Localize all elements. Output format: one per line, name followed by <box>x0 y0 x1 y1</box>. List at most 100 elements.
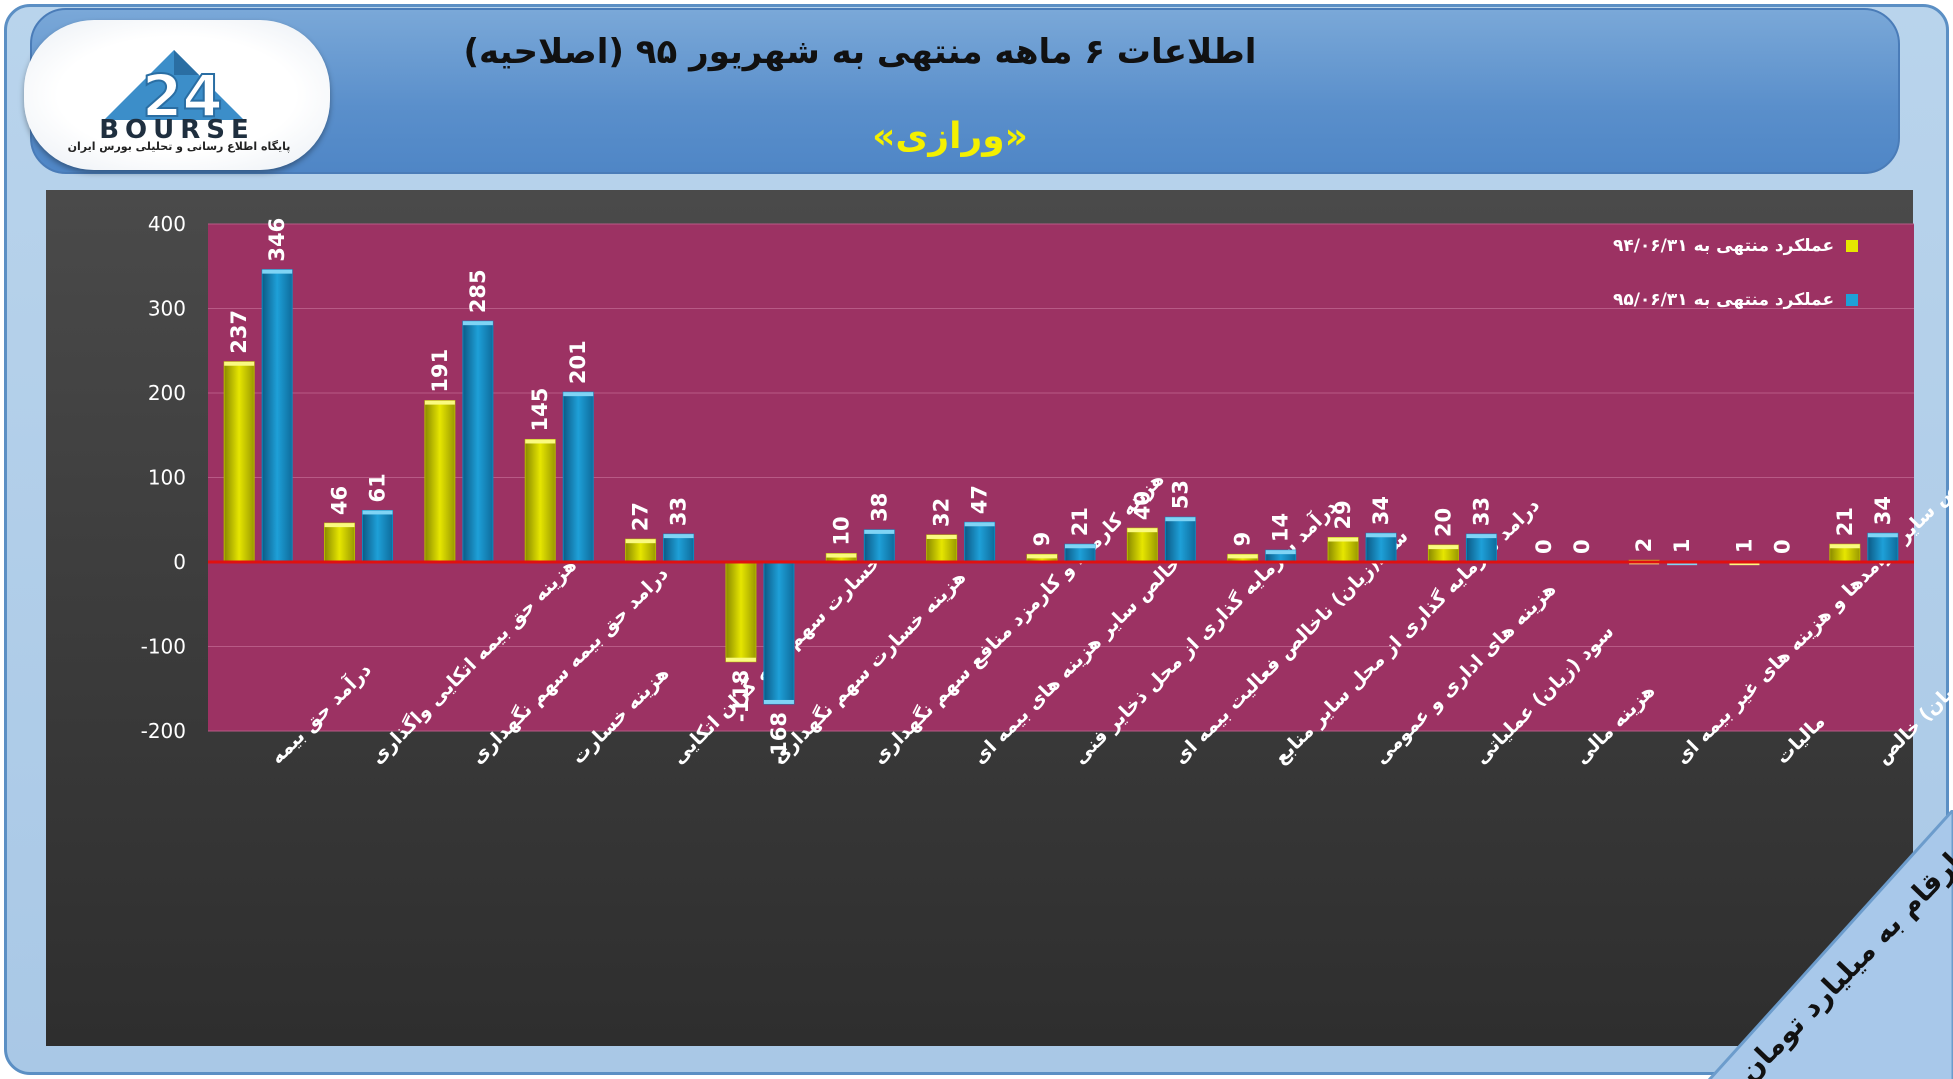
y-tick-label: 0 <box>173 550 186 574</box>
legend-swatch-2 <box>1846 294 1858 306</box>
bar <box>1126 527 1158 563</box>
bar <box>926 534 958 563</box>
bar-cap <box>424 400 455 405</box>
data-label: 1 <box>1670 539 1694 554</box>
legend-label-1: عملکرد منتهی به ۹۴/۰۶/۳۱ <box>1612 236 1835 256</box>
bar <box>1867 532 1899 563</box>
bar-cap <box>525 439 556 444</box>
data-label: 32 <box>930 498 954 527</box>
bar <box>1164 516 1196 563</box>
logo-brand: BOURSE <box>99 115 255 145</box>
bar-cap <box>1366 533 1397 538</box>
bar-cap <box>1127 528 1158 533</box>
data-label: 9 <box>1231 532 1255 547</box>
legend-item-2: عملکرد منتهی به ۹۵/۰۶/۳۱ <box>1498 290 1858 344</box>
data-label: 47 <box>968 485 992 514</box>
data-label: 201 <box>566 340 590 384</box>
data-label: 10 <box>829 516 853 545</box>
data-label: 21 <box>1068 507 1092 536</box>
page-title: اطلاعات ۶ ماهه منتهی به شهریور ۹۵ (اصلاح… <box>463 32 1257 72</box>
data-label: 27 <box>629 502 653 531</box>
data-label: 53 <box>1168 480 1192 509</box>
bar-cap <box>1165 517 1196 522</box>
bar-cap <box>224 361 255 366</box>
bar-cap <box>1867 533 1898 538</box>
bar <box>462 320 494 563</box>
data-label: 46 <box>328 486 352 515</box>
bar-cap <box>1428 545 1459 550</box>
svg-text:24: 24 <box>142 62 223 130</box>
y-tick-label: -200 <box>141 719 186 743</box>
bar <box>524 438 556 563</box>
data-label: 0 <box>1770 539 1794 554</box>
legend-label-2: عملکرد منتهی به ۹۵/۰۶/۳۱ <box>1612 290 1835 310</box>
logo-tagline: پایگاه اطلاع رسانی و تحلیلی بورس ایران <box>67 140 291 153</box>
bar <box>1327 536 1359 563</box>
bar <box>324 522 356 563</box>
bar <box>663 533 695 563</box>
y-tick-label: -100 <box>141 635 186 659</box>
bar-cap <box>763 699 794 704</box>
data-label: 2 <box>1632 538 1656 553</box>
bar <box>964 521 996 563</box>
legend-item-1: عملکرد منتهی به ۹۴/۰۶/۳۱ <box>1498 236 1858 290</box>
data-label: 237 <box>227 310 251 354</box>
bar-cap <box>1466 534 1497 539</box>
bar-cap <box>1829 544 1860 549</box>
bar <box>562 391 594 563</box>
bar-cap <box>663 534 694 539</box>
data-label: 21 <box>1833 507 1857 536</box>
y-tick-label: 100 <box>148 466 186 490</box>
bar <box>362 509 394 563</box>
bar-cap <box>725 657 756 662</box>
data-label: 0 <box>1532 539 1556 554</box>
bar-cap <box>324 523 355 528</box>
data-label: 34 <box>1369 496 1393 525</box>
bar-cap <box>362 510 393 515</box>
bar <box>261 269 293 563</box>
legend-swatch-1 <box>1846 240 1858 252</box>
data-label: 34 <box>1871 496 1895 525</box>
bar <box>725 561 757 663</box>
data-label: 61 <box>366 473 390 502</box>
bar <box>863 529 895 563</box>
bar-cap <box>1328 537 1359 542</box>
y-tick-label: 300 <box>148 297 186 321</box>
bar-cap <box>462 321 493 326</box>
data-label: 14 <box>1269 513 1293 542</box>
data-label: 0 <box>1570 539 1594 554</box>
header-banner <box>30 8 1900 174</box>
data-label: -118 <box>729 670 753 723</box>
bar-cap <box>964 522 995 527</box>
bar-cap <box>1265 550 1296 555</box>
data-label: 346 <box>265 218 289 262</box>
bar-cap <box>625 539 656 544</box>
data-label: 33 <box>1469 497 1493 526</box>
data-label: -168 <box>767 712 791 765</box>
data-label: 191 <box>428 349 452 393</box>
bar <box>424 400 456 563</box>
data-label: 29 <box>1331 500 1355 529</box>
bar-cap <box>563 392 594 397</box>
bar <box>223 361 255 563</box>
bar <box>1365 532 1397 563</box>
data-label: 40 <box>1130 491 1154 520</box>
bourse24-logo: 24 BOURSE پایگاه اطلاع رسانی و تحلیلی بو… <box>24 20 330 170</box>
data-label: 38 <box>867 493 891 522</box>
bar-cap <box>1065 544 1095 549</box>
bar <box>763 561 795 705</box>
data-label: 20 <box>1431 508 1455 537</box>
bar-cap <box>1027 554 1057 559</box>
data-label: 285 <box>466 269 490 313</box>
bar-cap <box>864 529 895 534</box>
data-label: 145 <box>528 388 552 432</box>
legend: عملکرد منتهی به ۹۴/۰۶/۳۱ عملکرد منتهی به… <box>1498 236 1858 344</box>
unit-corner-ribbon <box>1700 810 1953 1079</box>
bar <box>1465 533 1497 563</box>
data-label: 9 <box>1030 532 1054 547</box>
data-label: 1 <box>1732 539 1756 554</box>
y-tick-label: 400 <box>148 212 186 236</box>
bar-cap <box>826 553 857 558</box>
logo-mark-icon: 24 BOURSE <box>99 50 255 145</box>
